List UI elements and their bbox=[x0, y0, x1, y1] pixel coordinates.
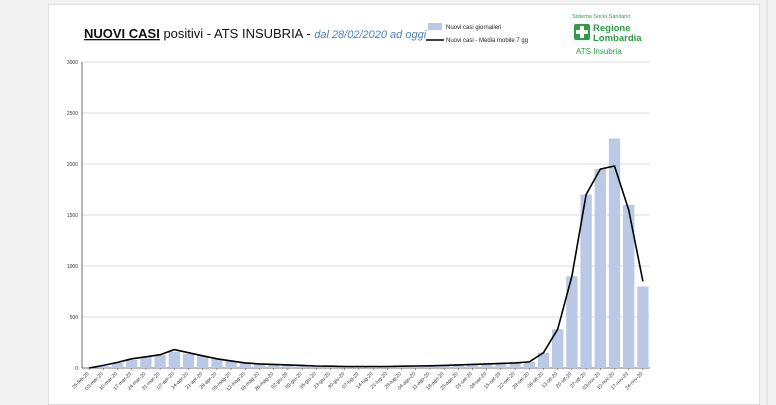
bar bbox=[140, 356, 152, 368]
y-tick-label: 500 bbox=[70, 315, 79, 321]
plot-area: 05001000150020002500300025-feb-2003-mar-… bbox=[67, 60, 650, 393]
y-tick-label: 1500 bbox=[67, 213, 78, 219]
bar bbox=[324, 366, 337, 368]
bar bbox=[509, 362, 521, 368]
bar bbox=[481, 363, 493, 368]
logo-name2: Lombardia bbox=[593, 33, 642, 44]
bar bbox=[410, 365, 422, 368]
regione-lombardia-logo: Sistema Socio Sanitario Regione Lombardi… bbox=[572, 14, 642, 56]
moving-average-line bbox=[88, 165, 644, 369]
bar bbox=[438, 365, 450, 368]
bar bbox=[296, 365, 308, 368]
legend-line-label: Nuovi casi - Media mobile 7 gg bbox=[446, 38, 528, 44]
bar bbox=[239, 362, 251, 368]
bar bbox=[168, 351, 180, 368]
scrollbar-edge bbox=[766, 0, 768, 405]
y-tick-label: 0 bbox=[75, 366, 78, 372]
bar bbox=[495, 363, 507, 368]
bar bbox=[452, 364, 464, 368]
chart-title: NUOVI CASI positivi - ATS INSUBRIA - dal… bbox=[84, 26, 427, 41]
legend-bar-label: Nuovi casi giornalieri bbox=[446, 25, 501, 31]
bar bbox=[594, 169, 606, 368]
bar bbox=[197, 355, 209, 368]
bar bbox=[552, 329, 564, 368]
logo-name1: Regione bbox=[593, 23, 630, 34]
cross-icon bbox=[574, 24, 590, 40]
logo-ats-text: ATS Insubria bbox=[576, 47, 622, 56]
bar bbox=[282, 364, 294, 368]
bar bbox=[608, 138, 621, 368]
y-tick-label: 3000 bbox=[67, 60, 78, 66]
y-tick-label: 1000 bbox=[67, 264, 78, 270]
y-tick-label: 2500 bbox=[67, 111, 78, 117]
chart-subtitle: dal 28/02/2020 ad oggi bbox=[314, 29, 426, 41]
bar bbox=[111, 362, 124, 368]
title-part1: NUOVI CASI bbox=[84, 26, 160, 41]
bar bbox=[424, 365, 436, 368]
y-tick-label: 2000 bbox=[67, 162, 78, 168]
bar bbox=[268, 364, 280, 368]
bar bbox=[182, 353, 195, 368]
bar bbox=[225, 360, 237, 368]
bar bbox=[580, 194, 592, 368]
bar bbox=[211, 358, 223, 368]
bar bbox=[154, 354, 166, 368]
bar bbox=[623, 204, 635, 368]
bar bbox=[566, 276, 578, 368]
bar bbox=[466, 364, 479, 368]
title-part2: positivi - ATS INSUBRIA - bbox=[160, 26, 314, 41]
bar bbox=[310, 365, 322, 368]
logo-top-text: Sistema Socio Sanitario bbox=[572, 14, 630, 20]
bar bbox=[537, 352, 550, 368]
bar bbox=[126, 359, 138, 368]
legend-bar-swatch bbox=[428, 23, 442, 30]
bar bbox=[253, 363, 266, 368]
bar bbox=[395, 366, 408, 368]
bar bbox=[637, 286, 649, 368]
bar bbox=[97, 365, 109, 368]
bar bbox=[523, 361, 535, 368]
